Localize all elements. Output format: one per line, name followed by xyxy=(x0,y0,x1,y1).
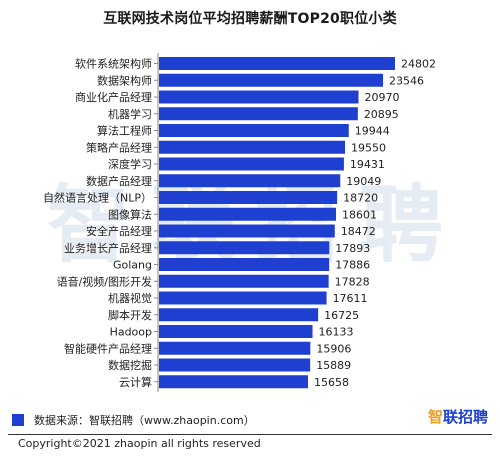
logo-text: 联招聘 xyxy=(442,408,488,426)
bar xyxy=(159,291,327,305)
value-label: 23546 xyxy=(389,74,424,87)
source-marker-icon xyxy=(12,414,24,426)
category-label: 业务增长产品经理 xyxy=(64,241,152,255)
value-label: 24802 xyxy=(401,58,436,71)
value-label: 17886 xyxy=(335,259,370,272)
bar xyxy=(159,140,346,154)
value-label: 19550 xyxy=(351,141,386,154)
category-label: 商业化产品经理 xyxy=(75,90,152,104)
bar xyxy=(159,191,338,204)
zhaopin-logo: 智联招聘 xyxy=(428,406,488,427)
value-label: 16725 xyxy=(324,309,359,322)
bar xyxy=(159,207,336,221)
bar xyxy=(159,57,395,70)
bar xyxy=(159,258,330,271)
category-label: 策略产品经理 xyxy=(86,140,152,154)
category-label: 安全产品经理 xyxy=(86,224,152,238)
value-label: 17611 xyxy=(333,292,368,305)
category-label: 深度学习 xyxy=(108,157,152,171)
copyright-text: Copyright©2021 zhaopin all rights reserv… xyxy=(18,437,261,450)
bar xyxy=(159,224,335,238)
bar xyxy=(159,107,358,121)
value-label: 16133 xyxy=(319,326,354,339)
bar xyxy=(159,157,344,171)
category-label: Golang xyxy=(113,259,152,272)
value-label: 18601 xyxy=(342,208,377,221)
bar xyxy=(159,325,313,338)
bar xyxy=(159,90,359,104)
value-label: 15658 xyxy=(314,376,349,389)
chart-title: 互联网技术岗位平均招聘薪酬TOP20职位小类 xyxy=(103,11,397,27)
bar xyxy=(159,341,311,355)
bar-chart: 软件系统架构师 24802 数据架构师 23546 商业化产品经理 20970 机器学习 20… xyxy=(43,53,436,392)
category-label: 机器学习 xyxy=(108,107,152,121)
value-label: 19049 xyxy=(346,175,381,188)
bar xyxy=(159,274,329,288)
value-label: 15906 xyxy=(316,342,351,355)
category-label: 智能硬件产品经理 xyxy=(64,341,152,355)
category-label: 软件系统架构师 xyxy=(75,57,152,71)
bar xyxy=(159,241,330,255)
value-label: 17893 xyxy=(335,242,370,255)
bar xyxy=(159,358,311,372)
value-label: 19944 xyxy=(355,125,390,138)
data-source-note: 数据来源：智联招聘（www.zhaopin.com） xyxy=(34,414,255,427)
category-label: 脚本开发 xyxy=(108,308,152,322)
value-label: 20970 xyxy=(365,91,400,104)
bar xyxy=(159,73,384,87)
logo-accent-char: 智 xyxy=(427,408,443,426)
category-label: 云计算 xyxy=(119,375,152,389)
value-label: 18720 xyxy=(343,192,378,205)
footer-divider xyxy=(8,434,492,435)
category-label: 算法工程师 xyxy=(97,124,152,138)
category-label: 数据产品经理 xyxy=(86,174,152,188)
bar xyxy=(159,174,341,188)
bar xyxy=(159,308,319,322)
category-label: 机器视觉 xyxy=(108,291,152,305)
value-label: 19431 xyxy=(350,158,385,171)
bar xyxy=(159,375,308,389)
value-label: 15889 xyxy=(316,359,351,372)
category-label: Hadoop xyxy=(110,326,152,339)
value-label: 17828 xyxy=(335,275,370,288)
category-label: 数据挖掘 xyxy=(108,358,152,372)
category-label: 数据架构师 xyxy=(97,73,152,87)
value-label: 18472 xyxy=(341,225,376,238)
bar xyxy=(159,124,349,137)
category-label: 自然语言处理（NLP） xyxy=(43,191,152,205)
category-label: 图像算法 xyxy=(108,207,152,221)
value-label: 20895 xyxy=(364,108,399,121)
category-label: 语音/视频/图形开发 xyxy=(57,274,152,288)
